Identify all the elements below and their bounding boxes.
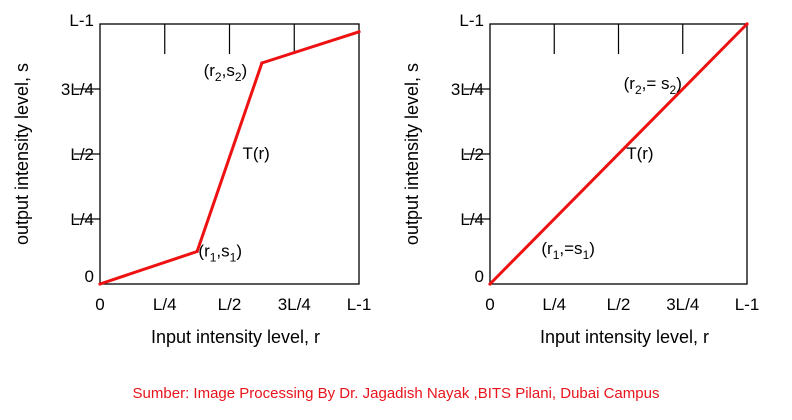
x-tick-label: L-1 (347, 295, 372, 314)
x-tick-label: 0 (485, 295, 494, 314)
y-tick-label: L-1 (69, 11, 94, 30)
data-point (260, 61, 264, 65)
annotation-subscript: 2 (670, 83, 677, 97)
data-point (195, 249, 199, 254)
annotation-subscript: 1 (583, 248, 590, 262)
data-point (488, 282, 492, 286)
annotation-text: ) (236, 242, 242, 261)
y-axis-title: output intensity level, s (12, 63, 32, 245)
x-tick-label: L-1 (735, 295, 760, 314)
annotation-subscript: 2 (635, 83, 642, 97)
x-axis-title: Input intensity level, r (540, 327, 709, 347)
annotation-subscript: 2 (215, 70, 222, 84)
data-point (357, 30, 361, 34)
x-tick-label: L/4 (153, 295, 177, 314)
x-tick-label: 3L/4 (278, 295, 311, 314)
y-tick-label: L/2 (460, 145, 484, 164)
chart-right: 0 L/4 L/2 3L/4 L-1 0 L/4 L/2 3L/4 L-1 Input intens… (402, 11, 759, 347)
annotation: T(r) (626, 144, 653, 163)
series-line-0 (98, 30, 361, 286)
annotation-text: ,= s (642, 74, 670, 93)
annotation-text: (r (204, 61, 216, 80)
annotation-text: ) (589, 239, 595, 258)
data-point (745, 22, 749, 26)
annotation-text: ,s (216, 242, 229, 261)
x-tick-label: 0 (95, 295, 104, 314)
y-axis-title: output intensity level, s (402, 63, 422, 245)
x-tick-label: L/4 (542, 295, 566, 314)
annotation-text: T(r) (626, 144, 653, 163)
annotation: (r2,s2) (204, 61, 248, 84)
y-tick-label: 0 (475, 267, 484, 286)
annotation-text: ,=s (559, 239, 582, 258)
y-tick-label: L/4 (460, 210, 484, 229)
annotation-subscript: 1 (553, 248, 560, 262)
x-tick-label: L/2 (218, 295, 242, 314)
annotation: (r1,=s1) (541, 239, 595, 262)
annotation-text: ,s (222, 61, 235, 80)
annotation-subscript: 2 (235, 70, 242, 84)
annotation-text: ) (676, 74, 682, 93)
annotation-text: ) (242, 61, 248, 80)
series-line-0 (488, 22, 749, 286)
annotation: (r2,= s2) (624, 74, 682, 97)
y-tick-label: 3L/4 (451, 80, 484, 99)
annotation-text: (r (198, 242, 210, 261)
annotation-text: (r (624, 74, 636, 93)
annotation-subscript: 1 (230, 251, 237, 265)
annotation-subscript: 1 (210, 251, 217, 265)
annotation-text: T(r) (242, 144, 269, 163)
y-tick-label: 3L/4 (61, 80, 94, 99)
x-tick-label: L/2 (607, 295, 631, 314)
y-tick-label: L/4 (70, 210, 94, 229)
annotation: (r1,s1) (198, 242, 242, 265)
x-axis-title: Input intensity level, r (151, 327, 320, 347)
figure: 0 L/4 L/2 3L/4 L-1 0 L/4 L/2 3L/4 L-1 Input intens… (12, 11, 759, 347)
annotation: T(r) (242, 144, 269, 163)
chart-left: 0 L/4 L/2 3L/4 L-1 0 L/4 L/2 3L/4 L-1 Input intens… (12, 11, 371, 347)
y-tick-label: 0 (85, 267, 94, 286)
x-tick-label: 3L/4 (666, 295, 699, 314)
data-point (98, 282, 102, 286)
source-caption: Sumber: Image Processing By Dr. Jagadish… (132, 385, 660, 402)
y-tick-label: L/2 (70, 145, 94, 164)
y-tick-label: L-1 (459, 11, 484, 30)
annotation-text: (r (541, 239, 553, 258)
